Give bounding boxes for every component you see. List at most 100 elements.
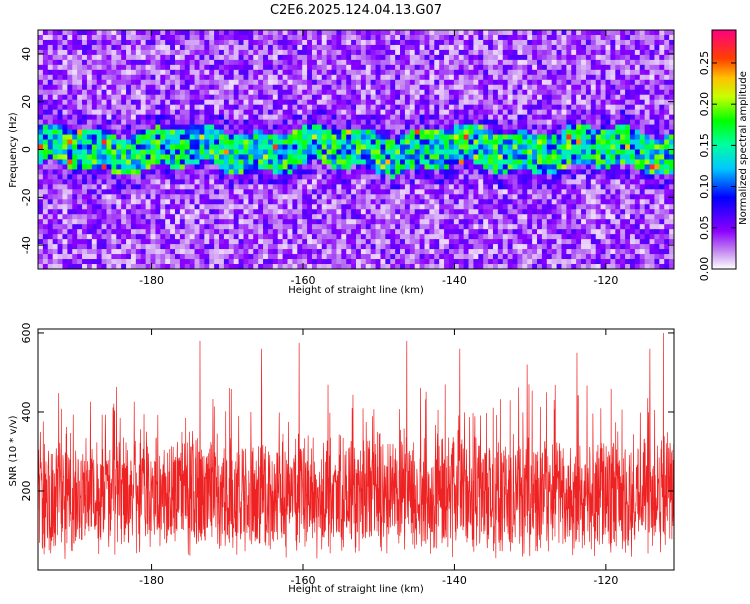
- heatmap-cell: [258, 144, 264, 151]
- heatmap-cell: [297, 174, 303, 180]
- heatmap-cell: [311, 69, 318, 76]
- heatmap-cell: [576, 49, 582, 56]
- heatmap-cell: [47, 54, 54, 61]
- heatmap-cell: [253, 49, 259, 56]
- heatmap-cell: [483, 199, 489, 205]
- heatmap-cell: [644, 209, 651, 215]
- heatmap-cell: [106, 184, 112, 190]
- heatmap-cell: [346, 99, 352, 106]
- heatmap-cell: [585, 69, 592, 76]
- heatmap-cell: [463, 79, 470, 86]
- heatmap-cell: [404, 34, 411, 41]
- heatmap-cell: [654, 169, 660, 175]
- heatmap-cell: [419, 84, 426, 91]
- heatmap-cell: [615, 34, 621, 41]
- heatmap-cell: [179, 39, 186, 46]
- heatmap-cell: [307, 169, 313, 175]
- heatmap-cell: [199, 54, 205, 61]
- heatmap-cell: [360, 204, 367, 210]
- heatmap-cell: [277, 64, 284, 71]
- heatmap-cell: [659, 49, 665, 56]
- heatmap-cell: [82, 174, 88, 180]
- heatmap-cell: [282, 189, 289, 195]
- heatmap-cell: [478, 49, 484, 56]
- heatmap-cell: [414, 44, 421, 51]
- heatmap-cell: [346, 119, 352, 126]
- heatmap-cell: [111, 30, 117, 36]
- heatmap-cell: [659, 44, 665, 51]
- heatmap-cell: [150, 199, 157, 205]
- heatmap-cell: [189, 209, 196, 215]
- heatmap-cell: [292, 174, 298, 180]
- heatmap-cell: [620, 64, 626, 71]
- heatmap-cell: [52, 199, 59, 205]
- heatmap-cell: [605, 199, 611, 205]
- heatmap-cell: [111, 199, 117, 205]
- heatmap-cell: [605, 89, 611, 96]
- heatmap-cell: [67, 54, 73, 61]
- heatmap-cell: [546, 144, 553, 151]
- heatmap-cell: [576, 159, 582, 166]
- heatmap-cell: [351, 174, 357, 180]
- heatmap-cell: [243, 179, 249, 185]
- heatmap-cell: [179, 164, 186, 171]
- heatmap-cell: [634, 149, 641, 156]
- heatmap-cell: [507, 209, 514, 215]
- heatmap-cell: [356, 34, 362, 41]
- heatmap-cell: [346, 69, 352, 76]
- heatmap-cell: [644, 179, 651, 185]
- heatmap-cell: [453, 139, 460, 146]
- heatmap-cell: [179, 94, 186, 101]
- heatmap-cell: [302, 129, 308, 136]
- heatmap-cell: [243, 214, 249, 220]
- heatmap-cell: [497, 129, 504, 136]
- heatmap-cell: [409, 184, 416, 190]
- heatmap-cell: [194, 184, 201, 190]
- heatmap-cell: [238, 154, 245, 161]
- heatmap-cell: [659, 69, 665, 76]
- heatmap-cell: [282, 114, 289, 121]
- heatmap-cell: [116, 99, 122, 106]
- heatmap-cell: [605, 189, 611, 195]
- heatmap-cell: [184, 189, 191, 195]
- heatmap-cell: [429, 104, 435, 111]
- heatmap-cell: [629, 34, 636, 41]
- heatmap-cell: [52, 34, 59, 41]
- heatmap-cell: [507, 164, 514, 171]
- heatmap-cell: [302, 69, 308, 76]
- heatmap-cell: [57, 149, 64, 156]
- heatmap-cell: [204, 184, 210, 190]
- heatmap-cell: [351, 209, 357, 215]
- heatmap-cell: [532, 199, 538, 205]
- heatmap-cell: [106, 99, 112, 106]
- heatmap-cell: [615, 69, 621, 76]
- heatmap-cell: [331, 89, 338, 96]
- heatmap-cell: [38, 134, 44, 141]
- heatmap-cell: [615, 209, 621, 215]
- heatmap-cell: [600, 214, 607, 220]
- heatmap-cell: [160, 99, 166, 106]
- heatmap-cell: [42, 124, 49, 131]
- heatmap-cell: [258, 119, 264, 126]
- heatmap-cell: [52, 149, 59, 156]
- heatmap-cell: [52, 179, 59, 185]
- heatmap-cell: [47, 174, 54, 180]
- heatmap-cell: [551, 34, 558, 41]
- heatmap-cell: [625, 74, 631, 81]
- heatmap-cell: [561, 194, 567, 200]
- heatmap-cell: [214, 54, 220, 61]
- heatmap-cell: [204, 119, 210, 126]
- heatmap-cell: [57, 74, 64, 81]
- heatmap-cell: [248, 154, 254, 161]
- heatmap-cell: [42, 89, 49, 96]
- heatmap-cell: [581, 34, 587, 41]
- heatmap-cell: [287, 139, 293, 146]
- heatmap-cell: [238, 124, 245, 131]
- heatmap-cell: [453, 194, 460, 200]
- heatmap-cell: [370, 179, 377, 185]
- heatmap-cell: [629, 124, 636, 131]
- heatmap-cell: [287, 94, 293, 101]
- heatmap-cell: [189, 154, 196, 161]
- heatmap-cell: [106, 69, 112, 76]
- heatmap-cell: [272, 219, 279, 225]
